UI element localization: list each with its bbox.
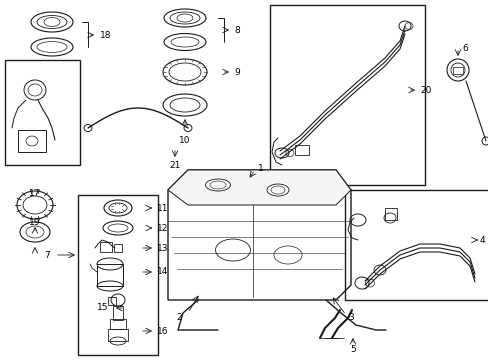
Text: 15: 15 [96, 303, 108, 312]
Bar [108, 297, 116, 305]
Text: 13: 13 [157, 243, 168, 252]
Text: 18: 18 [100, 31, 111, 40]
Text: 4: 4 [479, 235, 485, 244]
Bar [452, 67, 462, 74]
Bar [384, 208, 396, 220]
Text: 11: 11 [157, 203, 168, 212]
Bar [345, 190, 488, 300]
Bar [78, 195, 158, 355]
Bar [97, 264, 123, 286]
Text: 16: 16 [157, 327, 168, 336]
Text: 17: 17 [29, 189, 41, 198]
Polygon shape [168, 170, 350, 205]
Text: 19: 19 [29, 217, 41, 226]
Text: 9: 9 [234, 68, 239, 77]
Bar [100, 242, 112, 252]
Text: 20: 20 [419, 86, 430, 95]
Text: 5: 5 [349, 346, 355, 355]
Bar [18, 130, 46, 152]
Text: 10: 10 [179, 135, 190, 144]
Bar [294, 145, 308, 155]
Text: 3: 3 [347, 312, 353, 321]
Text: 14: 14 [157, 267, 168, 276]
Bar [110, 319, 126, 329]
Text: 21: 21 [169, 161, 181, 170]
Text: 7: 7 [44, 251, 50, 260]
Text: 2: 2 [176, 312, 181, 321]
Text: 1: 1 [258, 163, 263, 172]
Bar [108, 329, 128, 341]
Text: 8: 8 [234, 26, 239, 35]
Bar [114, 244, 122, 252]
Bar [269, 5, 424, 185]
Bar [113, 306, 123, 320]
Bar [5, 60, 80, 165]
Text: 6: 6 [461, 44, 467, 53]
Text: 12: 12 [157, 224, 168, 233]
